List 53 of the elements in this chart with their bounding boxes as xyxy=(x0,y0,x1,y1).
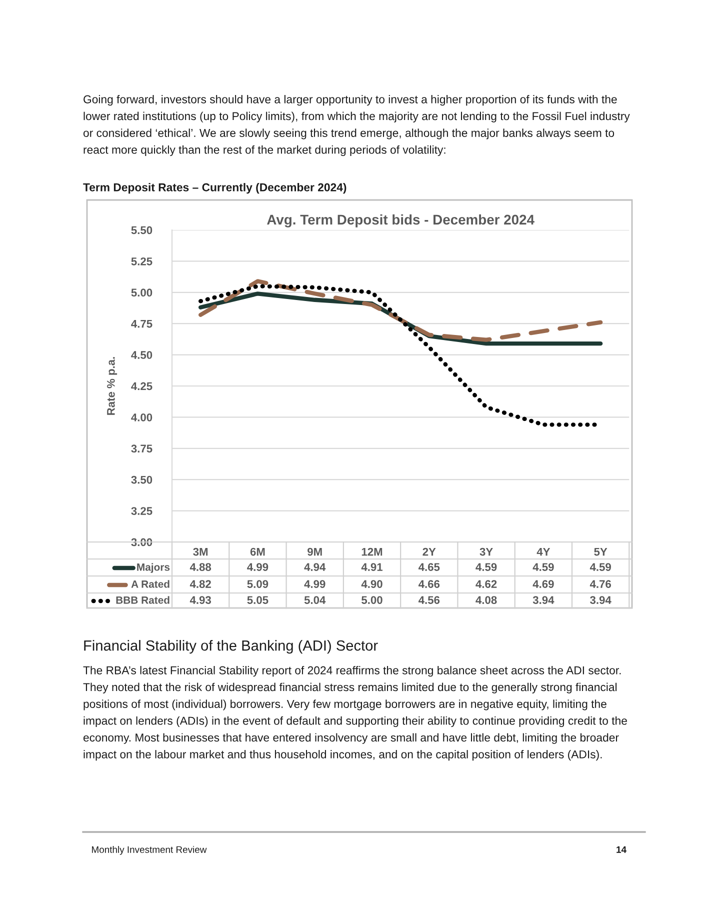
data-label: 4.59 xyxy=(532,563,554,571)
text: Term Deposit Rates – Currently (December 2024) xyxy=(83,183,346,194)
data-label: 4.08 xyxy=(476,596,497,604)
data-label: 4.59 xyxy=(476,563,497,571)
x-tick-label: 6M xyxy=(250,548,265,556)
text: Going forward, investors should have a larger opportunity to invest a higher proportion of its funds with the lower rated institutions (up to Policy limits), from which the majority are not lending to the Fossil Fuel industry or considered ‘ethical’. We are slowly seeing this trend emerge, although the major banks always seem to react more quickly than the rest of the market during periods of volatility: xyxy=(83,95,630,156)
data-label: 4.69 xyxy=(532,580,554,588)
y-axis-title: Rate % p.a. xyxy=(107,357,118,415)
x-tick-label: 3M xyxy=(193,548,208,556)
data-label: 4.56 xyxy=(418,596,440,604)
text: 4.75 xyxy=(131,320,152,328)
text: 5.25 xyxy=(131,257,152,266)
data-label: 5.09 xyxy=(247,580,268,588)
data-label: 4.94 xyxy=(304,563,326,571)
data-label: 4.99 xyxy=(247,563,268,571)
data-label: 3.94 xyxy=(532,596,554,604)
x-tick-label: 12M xyxy=(362,548,382,556)
x-tick-label: 2Y xyxy=(422,548,436,556)
data-label: 4.66 xyxy=(418,580,440,588)
chart-title: Avg. Term Deposit bids - December 2024 xyxy=(267,214,534,228)
x-tick-label: 4Y xyxy=(536,548,550,556)
text: 5.50 xyxy=(131,226,152,234)
data-label: 4.65 xyxy=(418,563,440,571)
data-label: 4.82 xyxy=(190,580,211,588)
text: The RBA’s latest Financial Stability report of 2024 reaffirms the strong balance sheet across the ADI sector. They noted that the risk of widespread financial stress remains limited due to the generally strong financial positions of most (individual) borrowers. Very few mortgage borrowers are in negative equity, limiting the impact on lenders (ADIs) in the event of default and supporting their ability to continue providing credit to the economy. Most businesses that have entered insolvency are small and have little debt, limiting the broader impact on the labour market and thus household incomes, and on the capital position of lenders (ADIs). xyxy=(83,666,627,761)
data-label: 4.91 xyxy=(361,563,383,571)
text: 3.50 xyxy=(131,476,152,484)
text: Monthly Investment Review xyxy=(92,846,207,855)
data-label: 4.62 xyxy=(476,580,497,588)
data-label: 5.04 xyxy=(304,596,326,604)
text: 4.50 xyxy=(131,351,152,359)
text: 4.00 xyxy=(131,413,152,422)
text: 3.25 xyxy=(131,507,152,515)
x-tick-label: 3Y xyxy=(480,548,493,556)
data-label: 4.88 xyxy=(190,563,212,571)
text: 14 xyxy=(616,846,626,853)
data-label: 3.94 xyxy=(590,596,612,604)
text: 4.25 xyxy=(131,382,152,390)
x-tick-label: 9M xyxy=(308,548,322,556)
x-tick-label: 5Y xyxy=(594,548,608,556)
text: 5.00 xyxy=(131,288,152,297)
data-label: 5.00 xyxy=(362,596,382,604)
text: 3.75 xyxy=(131,444,152,453)
legend-label: BBB Rated xyxy=(116,596,170,604)
data-label: 4.90 xyxy=(361,580,382,588)
data-label: 4.76 xyxy=(590,580,611,588)
text: Financial Stability of the Banking (ADI) Sector xyxy=(84,640,378,654)
data-label: 4.99 xyxy=(304,580,326,588)
legend-label: A Rated xyxy=(131,580,170,588)
legend-label: Majors xyxy=(137,563,170,573)
data-label: 4.59 xyxy=(590,563,611,571)
data-label: 4.93 xyxy=(190,596,211,604)
data-label: 5.05 xyxy=(247,596,268,604)
